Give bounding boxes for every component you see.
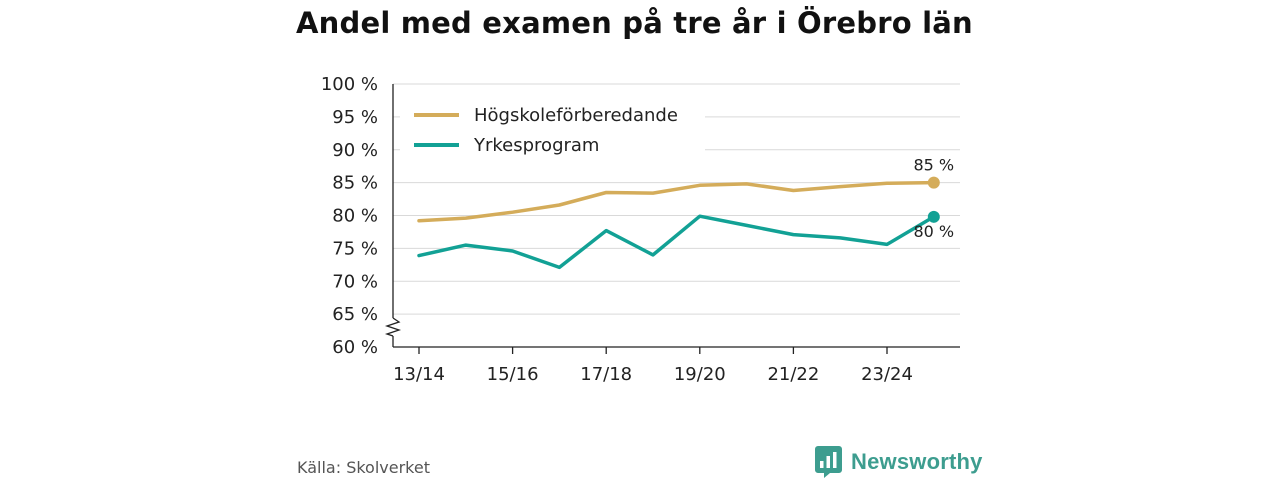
legend-background [400, 97, 705, 160]
chart-title: Andel med examen på tre år i Örebro län [296, 6, 973, 40]
series-line-0 [417, 180, 936, 223]
y-tick-label: 60 % [332, 337, 378, 358]
y-tick-label: 80 % [332, 206, 378, 227]
legend-label: Yrkesprogram [473, 135, 599, 156]
x-tick-label: 23/24 [861, 364, 913, 385]
end-value-label: 85 % [913, 156, 954, 175]
y-tick-label: 90 % [332, 140, 378, 161]
brand-name: Newsworthy [851, 449, 983, 474]
y-axis: 60 % 65 % 70 % 75 % 80 % 85 % 90 % 95 % 100 % [321, 74, 402, 358]
y-tick-label: 65 % [332, 304, 378, 325]
x-axis: 13/14 15/16 17/18 19/20 21/22 23/24 [393, 346, 960, 385]
series-lines [417, 180, 936, 270]
end-markers: 85 % 80 % [913, 156, 954, 241]
y-tick-label: 85 % [332, 173, 378, 194]
brand-logo: Newsworthy [815, 446, 983, 478]
x-tick-label: 13/14 [393, 364, 445, 385]
end-value-label: 80 % [913, 222, 954, 241]
x-tick-label: 19/20 [674, 364, 726, 385]
y-tick-label: 100 % [321, 74, 378, 95]
x-tick-label: 17/18 [580, 364, 632, 385]
y-tick-label: 75 % [332, 238, 378, 259]
legend-label: Högskoleförberedande [474, 105, 678, 126]
y-tick-label: 95 % [332, 107, 378, 128]
x-tick-label: 15/16 [487, 364, 539, 385]
newsworthy-logo-icon [815, 446, 842, 478]
end-marker-0 [927, 176, 940, 189]
axis-break-icon [384, 317, 402, 337]
end-marker-1 [927, 210, 940, 223]
legend: Högskoleförberedande Yrkesprogram [400, 97, 705, 160]
series-line-1 [417, 214, 936, 270]
y-tick-label: 70 % [332, 271, 378, 292]
x-tick-label: 21/22 [767, 364, 819, 385]
source-note: Källa: Skolverket [297, 458, 430, 477]
